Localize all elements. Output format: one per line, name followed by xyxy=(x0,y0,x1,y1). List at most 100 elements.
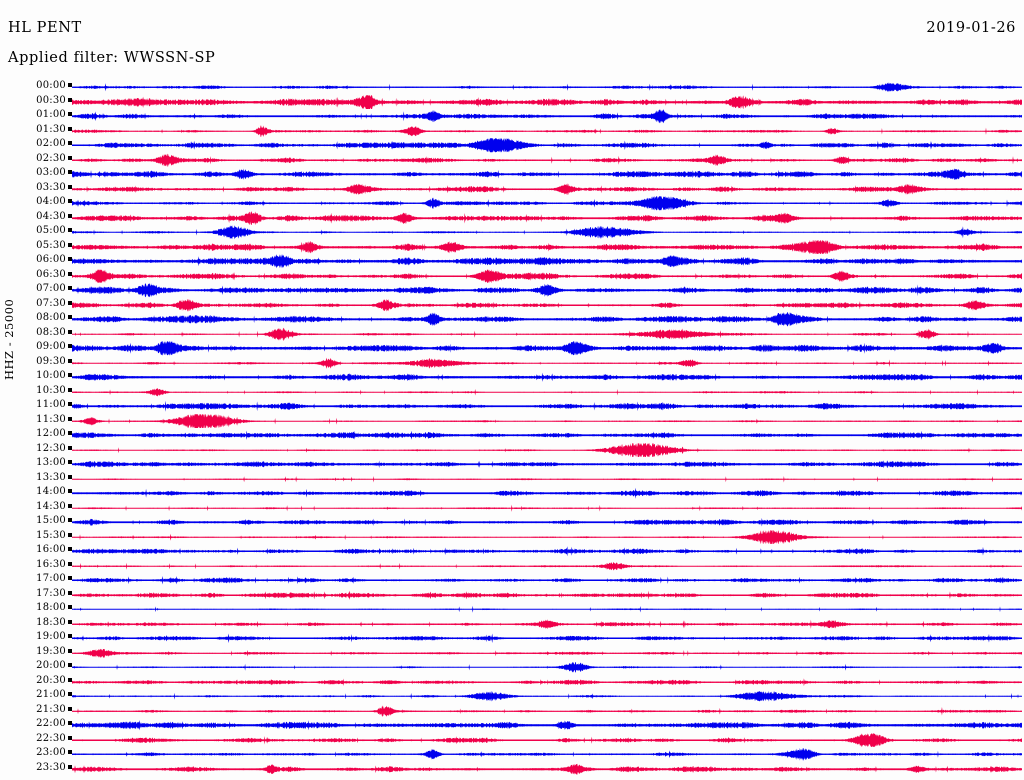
trace-time-label: 04:30 xyxy=(36,210,66,222)
trace-time-label: 08:00 xyxy=(36,312,66,323)
trace-row: 00:30 xyxy=(0,95,1024,109)
axis-tick-mark xyxy=(68,344,72,348)
trace-time-label: 05:30 xyxy=(36,239,66,251)
trace-time-label: 15:30 xyxy=(36,529,66,541)
trace-row: 09:30 xyxy=(0,356,1024,370)
seismic-trace xyxy=(72,617,1022,631)
trace-time-label: 01:00 xyxy=(36,109,66,120)
seismic-trace xyxy=(72,210,1022,225)
trace-row: 14:30 xyxy=(0,501,1024,515)
axis-tick-mark xyxy=(68,445,72,450)
axis-tick-mark xyxy=(68,358,72,363)
axis-tick-mark xyxy=(68,170,72,174)
trace-row: 22:30 xyxy=(0,733,1024,747)
trace-row: 13:00 xyxy=(0,457,1024,471)
trace-time-label: 14:30 xyxy=(36,500,66,512)
trace-time-label: 03:00 xyxy=(36,167,66,178)
axis-tick-mark xyxy=(68,750,72,754)
trace-row: 03:00 xyxy=(0,167,1024,181)
trace-time-label: 02:00 xyxy=(36,138,66,149)
trace-row: 00:00 xyxy=(0,80,1024,94)
trace-time-label: 17:00 xyxy=(36,573,66,584)
trace-time-label: 13:30 xyxy=(36,471,66,483)
seismic-trace xyxy=(72,356,1022,370)
axis-tick-mark xyxy=(68,677,72,682)
seismic-trace xyxy=(72,660,1022,674)
trace-row: 15:00 xyxy=(0,515,1024,529)
axis-tick-mark xyxy=(68,228,72,232)
trace-time-label: 10:00 xyxy=(36,370,66,381)
trace-row: 11:30 xyxy=(0,414,1024,428)
trace-row: 05:00 xyxy=(0,225,1024,240)
trace-row: 12:30 xyxy=(0,443,1024,457)
trace-time-label: 10:30 xyxy=(36,384,66,396)
trace-time-label: 14:00 xyxy=(36,486,66,497)
axis-tick-mark xyxy=(68,634,72,638)
seismic-trace xyxy=(72,124,1022,138)
seismic-trace xyxy=(72,312,1022,327)
axis-tick-mark xyxy=(68,489,72,493)
trace-time-label: 19:30 xyxy=(36,645,66,657)
trace-time-label: 00:30 xyxy=(36,94,66,106)
seismic-trace xyxy=(72,515,1022,529)
axis-tick-mark xyxy=(68,692,72,696)
seismic-trace xyxy=(72,399,1022,413)
trace-row: 20:00 xyxy=(0,660,1024,674)
trace-row: 18:00 xyxy=(0,602,1024,616)
axis-tick-mark xyxy=(68,460,72,464)
trace-row: 19:00 xyxy=(0,631,1024,645)
trace-row: 04:30 xyxy=(0,211,1024,225)
seismic-trace xyxy=(72,167,1022,181)
trace-time-label: 00:00 xyxy=(36,80,66,91)
seismic-trace xyxy=(72,631,1022,645)
trace-row: 21:30 xyxy=(0,704,1024,718)
axis-tick-mark xyxy=(68,315,72,319)
trace-row: 14:00 xyxy=(0,486,1024,500)
seismic-trace xyxy=(72,254,1022,269)
axis-tick-mark xyxy=(68,97,72,102)
trace-time-label: 01:30 xyxy=(36,123,66,135)
trace-time-label: 09:00 xyxy=(36,341,66,352)
axis-tick-mark xyxy=(68,257,72,261)
axis-tick-mark xyxy=(68,242,72,247)
trace-time-label: 21:30 xyxy=(36,703,66,715)
trace-time-label: 05:00 xyxy=(36,225,66,236)
axis-tick-mark xyxy=(68,518,72,522)
seismic-trace xyxy=(72,413,1022,428)
seismic-trace xyxy=(72,675,1022,689)
trace-time-label: 11:30 xyxy=(36,413,66,425)
trace-row: 18:30 xyxy=(0,617,1024,631)
seismic-trace xyxy=(72,718,1022,732)
axis-tick-mark xyxy=(68,373,72,377)
trace-row: 23:00 xyxy=(0,747,1024,761)
seismic-trace xyxy=(72,559,1022,573)
axis-tick-mark xyxy=(68,184,72,189)
axis-tick-mark xyxy=(68,271,72,276)
seismic-trace xyxy=(72,298,1022,312)
applied-filter-label: Applied filter: WWSSN-SP xyxy=(8,50,216,66)
seismic-trace xyxy=(72,225,1022,240)
trace-row: 10:00 xyxy=(0,370,1024,384)
seismic-trace xyxy=(72,501,1022,515)
axis-tick-mark xyxy=(68,112,72,116)
seismic-trace xyxy=(72,370,1022,384)
seismic-trace xyxy=(72,268,1022,283)
trace-time-label: 09:30 xyxy=(36,355,66,367)
trace-time-label: 16:30 xyxy=(36,558,66,570)
seismic-trace xyxy=(72,138,1022,153)
trace-row: 07:30 xyxy=(0,298,1024,312)
trace-row: 17:30 xyxy=(0,588,1024,602)
seismic-trace xyxy=(72,239,1022,254)
trace-row: 02:00 xyxy=(0,138,1024,153)
trace-time-label: 22:30 xyxy=(36,732,66,744)
axis-tick-mark xyxy=(68,706,72,711)
seismic-trace xyxy=(72,182,1022,196)
trace-row: 11:00 xyxy=(0,399,1024,413)
trace-row: 23:30 xyxy=(0,762,1024,776)
seismic-trace xyxy=(72,283,1022,298)
axis-tick-mark xyxy=(68,561,72,566)
seismic-trace xyxy=(72,428,1022,442)
trace-row: 13:30 xyxy=(0,472,1024,486)
station-title: HL PENT xyxy=(8,20,82,36)
